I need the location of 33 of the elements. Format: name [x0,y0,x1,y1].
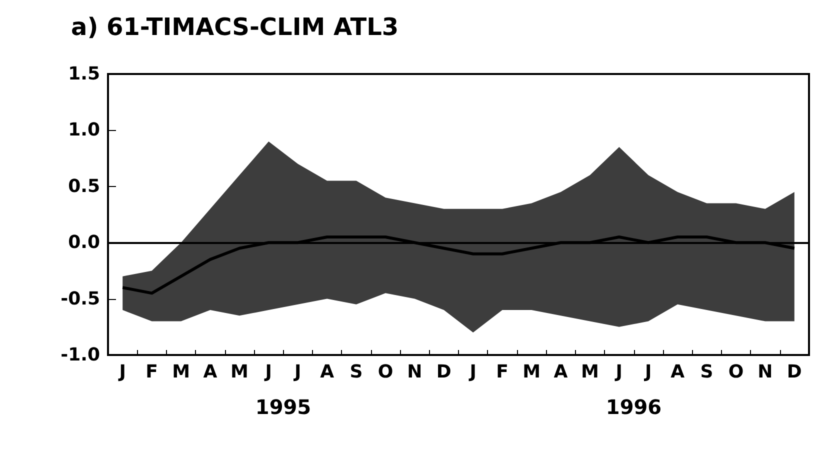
y-tick-label: -1.0 [60,344,100,366]
chart-title: a) 61-TIMACS-CLIM ATL3 [71,13,399,41]
x-tick-label: J [117,362,126,382]
x-tick-label: J [468,362,476,382]
x-tick-label: M [580,362,599,382]
x-tick-label: M [230,362,248,382]
x-tick-label: S [700,362,714,382]
x-tick-label: J [263,362,272,382]
x-tick-label: D [786,362,802,382]
x-tick-label: M [522,362,540,382]
x-tick-label: J [292,362,302,382]
x-tick-label: M [172,362,190,382]
x-tick-label: J [643,362,652,382]
y-tick-label: 1.5 [68,64,100,84]
x-tick-label: N [758,362,773,382]
text: 1995 [255,395,312,419]
text: 1996 [606,395,662,419]
y-tick-label: 0.5 [68,176,100,197]
x-tick-label: S [350,362,363,382]
x-tick-label: O [378,362,394,382]
x-tick-label: O [728,362,744,382]
x-tick-label: A [554,362,568,382]
x-tick-label: A [670,362,685,382]
x-tick-label: A [320,362,334,382]
y-tick-label: 0.0 [68,232,100,254]
x-tick-label: N [407,362,422,382]
x-tick-label: D [436,362,452,382]
y-tick-label: 1.0 [68,120,100,141]
x-tick-label: A [203,362,218,382]
x-tick-label: F [146,362,158,382]
y-tick-label: -0.5 [60,288,100,310]
x-tick-label: F [496,362,508,382]
x-tick-label: J [614,362,622,382]
